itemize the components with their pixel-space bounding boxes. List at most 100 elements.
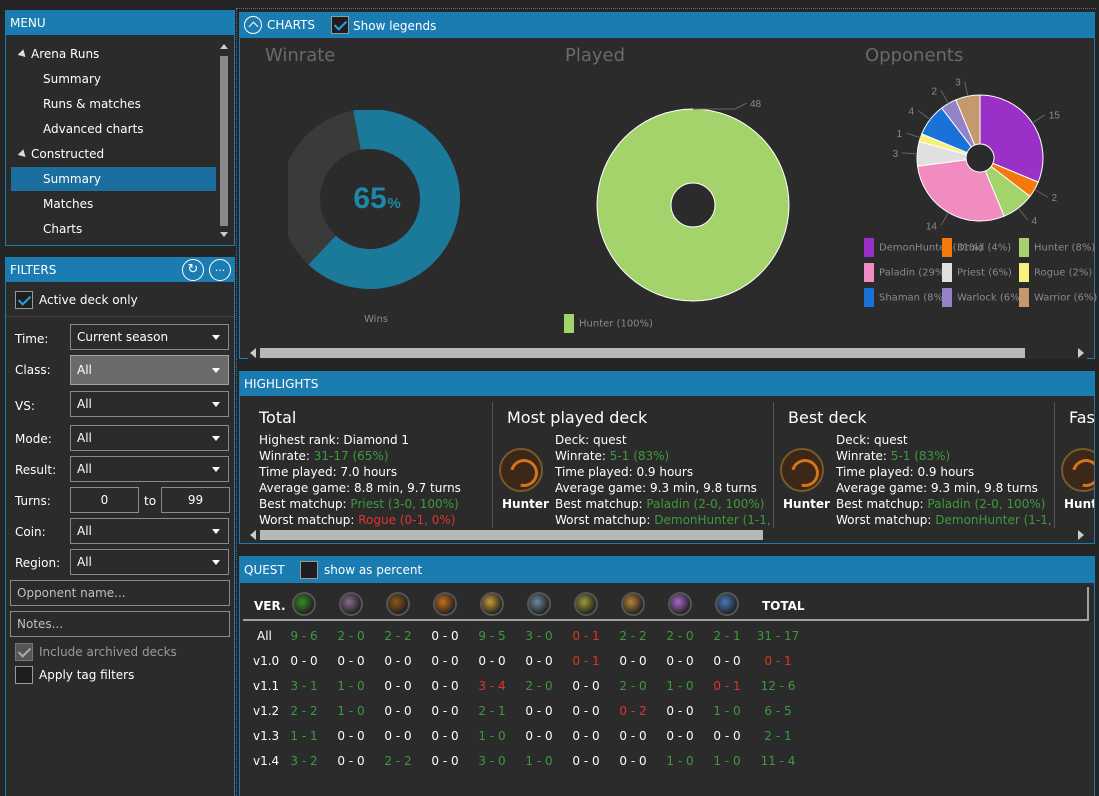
mode-select[interactable]: All (70, 425, 229, 451)
table-cell: 0 - 0 (337, 754, 365, 768)
charts-panel: CHARTS Show legends Winrate 65 % Wins Pl… (239, 12, 1097, 359)
splitter[interactable] (236, 8, 237, 796)
best-deck-best: Best matchup: Paladin (2-0, 100%) (836, 497, 1045, 511)
vs-select-value: All (77, 397, 92, 411)
time-select[interactable]: Current season (70, 324, 229, 350)
menu-item-label: Matches (43, 197, 94, 211)
opponents-legend-item: Priest (6%) (942, 263, 1012, 282)
scroll-right-icon[interactable] (1078, 530, 1084, 540)
legend-swatch (942, 288, 952, 307)
refresh-button[interactable]: ↻ (182, 259, 204, 281)
menu-item[interactable]: Charts (11, 217, 216, 241)
table-cell: 0 - 0 (384, 679, 412, 693)
table-cell: 0 - 0 (431, 754, 459, 768)
highlights-hscrollbar[interactable] (248, 529, 1087, 541)
most-played-worst-value: DemonHunter (1-1, 50%) (654, 513, 771, 527)
most-played-best-value: Paladin (2-0, 100%) (646, 497, 765, 511)
table-header-divider (243, 619, 1089, 621)
best-deck-winrate: Winrate: 5-1 (83%) (836, 449, 950, 463)
scroll-down-icon[interactable] (220, 232, 228, 237)
highlights-scroll-thumb[interactable] (260, 530, 763, 540)
notes-input[interactable]: Notes... (10, 611, 230, 637)
table-cell: 0 - 0 (525, 704, 553, 718)
apply-tag-filters-checkbox[interactable] (15, 666, 33, 684)
menu-item[interactable]: Summary (11, 167, 216, 191)
opponents-legend-label: Paladin (29%) (879, 267, 949, 279)
opponents-legend-item: Warrior (6%) (1019, 288, 1097, 307)
menu-scroll-thumb[interactable] (220, 56, 228, 226)
time-select-value: Current season (77, 330, 169, 344)
more-options-button[interactable]: ... (209, 259, 231, 281)
scroll-left-icon[interactable] (250, 348, 256, 358)
class-select[interactable]: All (70, 355, 229, 385)
table-cell-total: 0 - 1 (764, 654, 792, 668)
menu-item[interactable]: Matches (11, 192, 216, 216)
menu-item[interactable]: Arena Runs (11, 42, 216, 66)
vs-select[interactable]: All (70, 391, 229, 417)
region-label: Region: (15, 556, 61, 570)
opponents-legend-item: Druid (4%) (942, 238, 1011, 257)
opponents-legend-label: Priest (6%) (957, 267, 1012, 279)
opponents-legend-item: Rogue (2%) (1019, 263, 1092, 282)
table-cell: 1 - 0 (478, 729, 506, 743)
collapse-icon[interactable] (244, 16, 262, 34)
hunter-hero-icon (1061, 448, 1094, 492)
opponents-leader-line (1034, 189, 1048, 198)
show-as-percent-label: show as percent (324, 563, 423, 577)
quest-table: VER. TOTAL All 9 - 6 2 - 0 2 - 2 0 - 0 9 - 5 3… (240, 583, 1094, 796)
filters-title: FILTERS (10, 263, 57, 277)
menu-item-label: Runs & matches (43, 97, 141, 111)
opponents-slice-label: 15 (1049, 111, 1061, 122)
total-header: TOTAL (762, 599, 805, 613)
table-cell: 0 - 0 (713, 654, 741, 668)
active-deck-only-label: Active deck only (39, 293, 138, 307)
menu-item[interactable]: Summary (11, 67, 216, 91)
scroll-up-icon[interactable] (220, 44, 228, 49)
most-played-winrate: Winrate: 5-1 (83%) (555, 449, 669, 463)
best-deck-hero: Hunter (783, 497, 830, 511)
show-legends-checkbox[interactable] (331, 16, 349, 34)
expand-triangle-icon[interactable] (17, 49, 29, 60)
opponents-slice-label: 3 (955, 78, 961, 88)
turns-from-value: 0 (100, 493, 109, 507)
mode-select-value: All (77, 431, 92, 445)
charts-scroll-thumb[interactable] (260, 348, 1025, 358)
include-archived-checkbox[interactable] (15, 643, 33, 661)
total-winrate-label: Winrate: (259, 449, 314, 463)
menu-item-label: Advanced charts (43, 122, 144, 136)
quest-header: QUEST show as percent (240, 557, 1094, 583)
quest-title: QUEST (244, 563, 285, 577)
expand-triangle-icon[interactable] (17, 149, 29, 160)
turns-from-input[interactable]: 0 (70, 487, 139, 513)
played-slice-label: 48 (750, 99, 762, 110)
opponents-legend-item: Hunter (8%) (1019, 238, 1095, 257)
opponents-leader-line (1017, 207, 1028, 221)
turns-to-input[interactable]: 99 (161, 487, 230, 513)
opponents-leader-line (917, 110, 931, 121)
menu-item[interactable]: Constructed (11, 142, 216, 166)
warlock-icon (668, 592, 692, 616)
menu-header: MENU (6, 11, 234, 35)
show-as-percent-checkbox[interactable] (300, 561, 318, 579)
opponent-name-input[interactable]: Opponent name... (10, 580, 230, 606)
chevron-down-icon (212, 467, 220, 472)
most-played-best-label: Best matchup: (555, 497, 647, 511)
highlight-divider (1054, 402, 1055, 528)
total-worst-label: Worst matchup: (259, 513, 359, 527)
most-played-best: Best matchup: Paladin (2-0, 100%) (555, 497, 764, 511)
menu-item[interactable]: Advanced charts (11, 117, 216, 141)
menu-scrollbar[interactable] (218, 42, 230, 242)
region-select[interactable]: All (70, 549, 229, 575)
active-deck-only-checkbox[interactable] (15, 291, 33, 309)
table-cell: 3 - 0 (478, 754, 506, 768)
coin-select[interactable]: All (70, 518, 229, 544)
version-label: v1.2 (253, 704, 280, 718)
highlights-header: HIGHLIGHTS (240, 372, 1094, 396)
result-select[interactable]: All (70, 456, 229, 482)
druid-icon (339, 592, 363, 616)
menu-item[interactable]: Runs & matches (11, 92, 216, 116)
scroll-right-icon[interactable] (1078, 348, 1084, 358)
scroll-left-icon[interactable] (250, 530, 256, 540)
charts-hscrollbar[interactable] (248, 347, 1087, 359)
table-row: v1.2 2 - 2 1 - 0 0 - 0 0 - 0 2 - 1 0 - 0 0 - 0 0… (240, 704, 840, 724)
